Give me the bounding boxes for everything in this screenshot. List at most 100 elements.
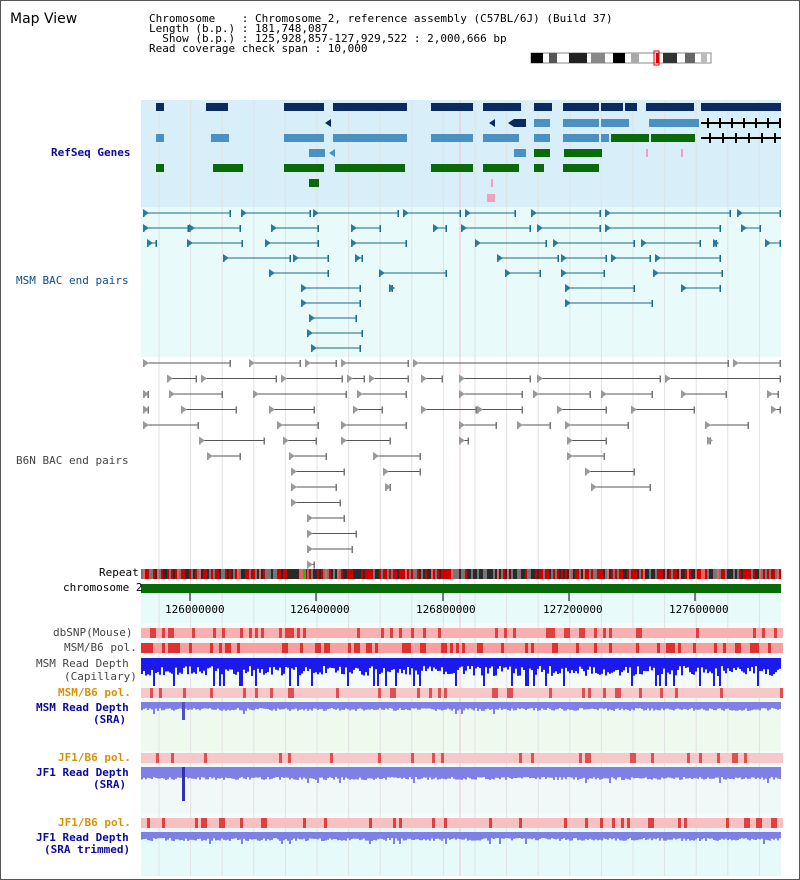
depth-bar <box>429 702 431 709</box>
heat-cell <box>630 628 633 638</box>
heat-cell <box>585 688 588 698</box>
depth-bar <box>749 658 751 672</box>
depth-bar <box>539 702 541 711</box>
heat-cell <box>768 818 771 828</box>
depth-bar <box>403 832 405 841</box>
depth-bar <box>407 767 409 780</box>
heat-cell <box>756 628 759 638</box>
depth-bar <box>651 702 653 709</box>
depth-bar <box>733 702 735 711</box>
depth-bar <box>673 767 675 779</box>
heat-cell <box>750 628 753 638</box>
heat-cell <box>720 753 723 763</box>
repeat-segment <box>219 569 221 579</box>
depth-bar <box>661 658 663 675</box>
track-label-msm-b6-pol[interactable]: MSM/B6 pol. <box>64 641 137 654</box>
depth-bar <box>723 832 725 840</box>
depth-bar <box>773 767 775 780</box>
depth-bar <box>145 658 147 676</box>
repeat-segment <box>587 569 589 579</box>
heat-cell <box>582 818 585 828</box>
track-label-msm-read-depth-cap[interactable]: MSM Read Depth <box>36 657 129 670</box>
depth-bar <box>295 658 297 668</box>
heat-cell <box>534 688 537 698</box>
bac-arrow <box>249 359 255 367</box>
depth-bar <box>735 702 737 711</box>
heat-cell <box>633 688 636 698</box>
heat-cell <box>609 753 612 763</box>
heat-cell <box>243 753 246 763</box>
heat-cell <box>717 643 720 653</box>
depth-bar <box>279 767 281 780</box>
depth-bar <box>677 767 679 778</box>
depth-bar <box>605 702 607 709</box>
track-label-b6n-bac[interactable]: B6N BAC end pairs <box>16 454 129 467</box>
track-label-jf1-trim[interactable]: JF1 Read Depth <box>36 831 129 844</box>
heat-cell <box>537 753 540 763</box>
depth-bar <box>183 832 185 841</box>
bac-arrow <box>537 374 543 383</box>
depth-bar <box>207 658 209 669</box>
repeat-segment <box>313 569 315 579</box>
depth-bar <box>229 702 231 711</box>
bac-arrow <box>143 224 149 232</box>
depth-bar <box>561 658 563 669</box>
repeat-segment <box>723 569 725 579</box>
heat-cell <box>417 628 420 638</box>
heat-cell <box>267 628 270 638</box>
heat-cell <box>300 753 303 763</box>
heat-cell <box>678 688 681 698</box>
depth-bar <box>771 832 773 839</box>
depth-bar <box>777 702 779 710</box>
heat-cell <box>369 643 372 653</box>
repeat-segment <box>147 569 149 579</box>
depth-bar <box>377 767 379 778</box>
track-label-refseq[interactable]: RefSeq Genes <box>51 146 131 159</box>
depth-bar <box>509 702 511 711</box>
depth-bar <box>395 702 397 711</box>
heat-cell <box>453 688 456 698</box>
depth-bar <box>209 658 211 668</box>
heat-cell <box>738 818 741 828</box>
heat-cell <box>531 628 534 638</box>
track-label-jf1-b6-pol[interactable]: JF1/B6 pol. <box>58 751 131 764</box>
track-label-jf1-b6-pol-trim[interactable]: JF1/B6 pol. <box>58 816 131 829</box>
track-label-jf1-read-depth[interactable]: JF1 Read Depth <box>36 766 129 779</box>
heat-cell <box>363 818 366 828</box>
heat-cell <box>615 628 618 638</box>
depth-bar <box>765 767 767 779</box>
repeat-segment <box>649 569 651 579</box>
track-label-dbsnp[interactable]: dbSNP(Mouse) <box>53 626 133 639</box>
track-label-repeat[interactable]: Repeat <box>99 566 139 579</box>
repeat-segment <box>381 569 383 579</box>
depth-bar <box>425 658 427 671</box>
heat-cell <box>459 818 462 828</box>
depth-bar <box>729 767 731 779</box>
repeat-segment <box>721 569 723 579</box>
track-label-msm-read-depth-sra[interactable]: MSM Read Depth <box>36 701 129 714</box>
repeat-segment <box>597 569 599 579</box>
depth-bar <box>231 658 233 670</box>
track-label-msm-bac[interactable]: MSM BAC end pairs <box>16 274 129 287</box>
bac-arrow <box>601 390 607 398</box>
depth-bar <box>167 702 169 709</box>
heat-cell <box>213 643 216 653</box>
gene-exon <box>761 133 763 143</box>
repeat-segment <box>269 569 271 579</box>
heat-cell <box>516 643 519 653</box>
heat-cell <box>477 818 480 828</box>
heat-cell <box>375 628 378 638</box>
repeat-segment <box>691 569 693 579</box>
depth-bar <box>687 658 689 668</box>
bac-end <box>603 270 605 277</box>
depth-bar <box>351 767 353 780</box>
heat-cell <box>654 628 657 638</box>
bac-end <box>529 225 531 232</box>
heat-cell <box>627 818 630 828</box>
heat-cell <box>204 753 207 763</box>
repeat-segment <box>499 569 501 579</box>
track-label-msm-b6-pol-sra[interactable]: MSM/B6 pol. <box>58 686 131 699</box>
heat-cell <box>723 628 726 638</box>
depth-bar <box>327 832 329 840</box>
